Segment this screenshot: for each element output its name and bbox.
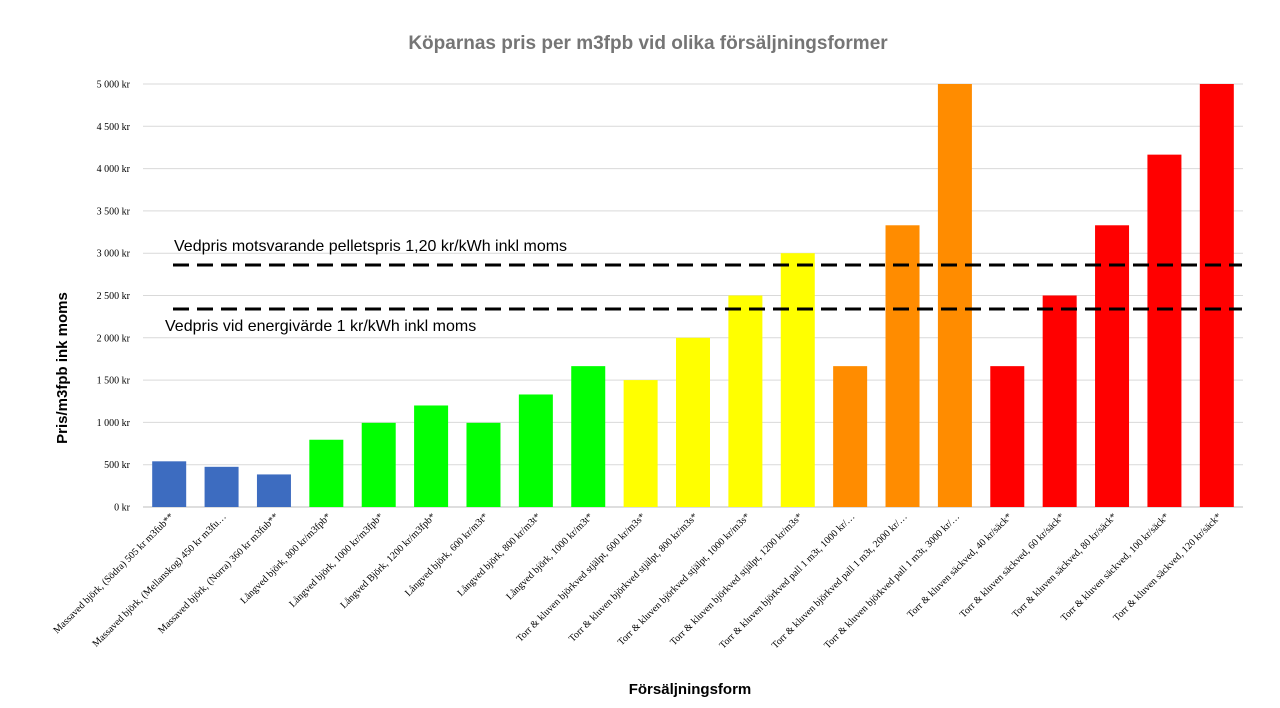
x-tick-label: Torr & kluven säckved, 40 kr/säck* bbox=[905, 511, 1014, 620]
bar bbox=[1147, 154, 1182, 508]
x-tick-label: Torr & kluven säckved, 60 kr/säck* bbox=[958, 511, 1067, 620]
y-tick-label: 2 000 kr bbox=[97, 333, 131, 344]
y-tick-label: 2 500 kr bbox=[97, 291, 131, 302]
reference-lines: Vedpris motsvarande pelletspris 1,20 kr/… bbox=[165, 238, 1242, 335]
bar bbox=[623, 380, 658, 507]
x-axis-title: Försäljningsform bbox=[629, 681, 752, 698]
x-tick-label: Långved björk, 1000 kr/m3t* bbox=[504, 511, 595, 602]
y-tick-label: 0 kr bbox=[114, 503, 131, 514]
bar bbox=[466, 422, 501, 507]
y-axis-ticks: 0 kr 500 kr 1 000 kr 1 500 kr 2 000 kr 2 500 … bbox=[97, 80, 131, 514]
y-tick-label: 3 000 kr bbox=[97, 249, 131, 260]
bar bbox=[571, 366, 606, 507]
bar bbox=[414, 405, 449, 507]
x-tick-label: Torr & kluven säckved, 120 kr/säck* bbox=[1111, 511, 1224, 624]
bar bbox=[256, 474, 291, 507]
y-axis-title: Pris/m3fpb ink moms bbox=[54, 292, 71, 444]
bar bbox=[309, 439, 344, 507]
bar bbox=[1095, 225, 1130, 508]
y-tick-label: 500 kr bbox=[104, 460, 131, 471]
x-tick-label: Långved Björk, 1200 kr/m3fpb* bbox=[339, 511, 439, 611]
bars bbox=[152, 84, 1234, 508]
reference-line-label: Vedpris vid energivärde 1 kr/kWh inkl mo… bbox=[165, 318, 476, 335]
y-tick-label: 4 000 kr bbox=[97, 164, 131, 175]
bar bbox=[152, 461, 187, 507]
reference-line-label: Vedpris motsvarande pelletspris 1,20 kr/… bbox=[174, 238, 567, 255]
bar bbox=[676, 337, 710, 507]
bar bbox=[361, 422, 396, 507]
bar bbox=[728, 295, 763, 507]
y-tick-label: 4 500 kr bbox=[97, 122, 131, 133]
y-tick-label: 1 000 kr bbox=[97, 418, 131, 429]
bar bbox=[204, 466, 239, 507]
x-tick-label: Torr & kluven säckved, 80 kr/säck* bbox=[1010, 511, 1119, 620]
bar bbox=[1042, 295, 1077, 507]
x-tick-label: Torr & kluven säckved, 100 kr/säck* bbox=[1059, 511, 1172, 624]
y-tick-label: 5 000 kr bbox=[97, 80, 131, 91]
bar bbox=[885, 225, 920, 508]
y-tick-label: 3 500 kr bbox=[97, 206, 131, 217]
x-tick-label: Långved björk, 800 kr/m3fpb* bbox=[238, 511, 333, 606]
x-tick-label: Långved björk, 1000 kr/m3fpb* bbox=[287, 511, 386, 610]
bar bbox=[1199, 84, 1234, 507]
chart-title: Köparnas pris per m3fpb vid olika försäl… bbox=[408, 33, 888, 54]
x-axis-ticks: Massaved björk, (Södra) 505 kr m3fub**Ma… bbox=[51, 511, 1223, 651]
y-tick-label: 1 500 kr bbox=[97, 376, 131, 387]
bar bbox=[937, 84, 972, 507]
bar bbox=[780, 253, 815, 507]
bar bbox=[518, 394, 553, 507]
bar bbox=[990, 366, 1025, 507]
bar bbox=[833, 366, 868, 507]
